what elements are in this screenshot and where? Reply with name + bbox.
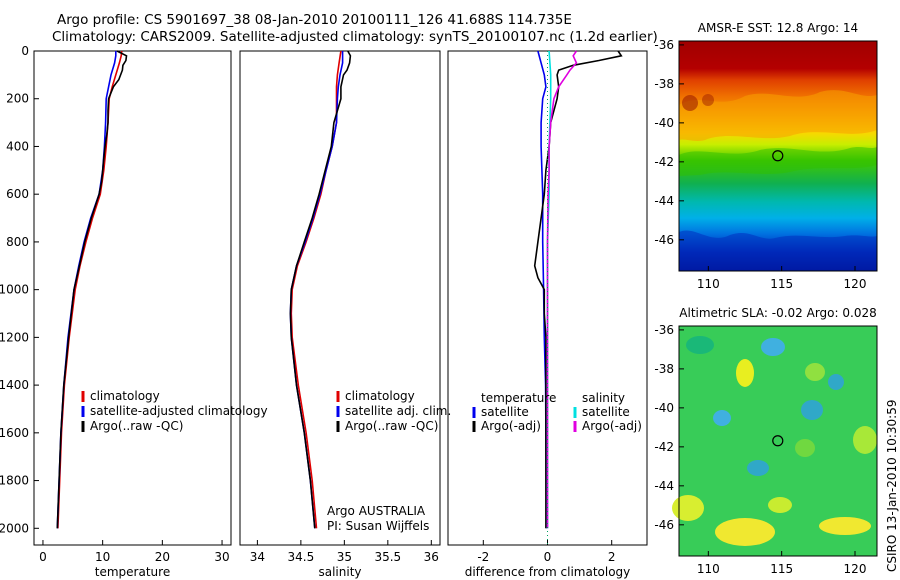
sst-map-xtick-label-1: 115 — [770, 277, 793, 291]
temperature-ytick-label-4: 800 — [6, 235, 29, 249]
difference-legend-sal-label-1: Argo(-adj) — [582, 419, 642, 433]
sst-map-frame — [678, 40, 878, 272]
temperature-xtick-label-2: 20 — [155, 550, 170, 564]
sst-map-xtick-label-2: 120 — [844, 277, 867, 291]
salinity-line-0 — [290, 50, 342, 529]
sla-map-xtick-label-1: 115 — [770, 562, 793, 576]
salinity-annotation-line2: PI: Susan Wijffels — [327, 519, 429, 533]
salinity-xtick-label-3: 35.5 — [374, 550, 401, 564]
temperature-ytick-label-6: 1200 — [0, 330, 29, 344]
temperature-ytick-label-10: 2000 — [0, 521, 29, 535]
salinity-legend-label-2: Argo(..raw -QC) — [345, 419, 438, 433]
salinity-xtick-label-4: 36 — [424, 550, 439, 564]
sst-map-ytick-label-2: -40 — [654, 116, 674, 130]
temperature-line-2 — [56, 50, 128, 529]
sla-map-frame — [678, 325, 878, 557]
sst-map-ytick-label-0: -36 — [654, 38, 674, 52]
sla-map-argo-marker — [772, 435, 784, 447]
temperature-xlabel: temperature — [95, 565, 170, 579]
sla-map-title: Altimetric SLA: -0.02 Argo: 0.028 — [679, 306, 876, 320]
temperature-xtick-label-0: 0 — [39, 550, 47, 564]
temperature-ytick-label-0: 0 — [21, 44, 29, 58]
sst-map — [679, 41, 877, 271]
temperature-ytick-label-2: 400 — [6, 139, 29, 153]
temperature-ytick-label-3: 600 — [6, 187, 29, 201]
sla-map-ytick-label-0: -36 — [654, 323, 674, 337]
sst-map-argo-marker — [772, 150, 784, 162]
timestamp-label: CSIRO 13-Jan-2010 10:30:59 — [885, 399, 899, 572]
salinity-annotation-line1: Argo AUSTRALIA — [327, 504, 426, 518]
temperature-panel — [33, 50, 232, 546]
sst-map-ytick-label-5: -46 — [654, 233, 674, 247]
temperature-xtick-label-1: 10 — [95, 550, 110, 564]
temperature-ytick-label-9: 1800 — [0, 474, 29, 488]
sst-map-ytick-label-3: -42 — [654, 155, 674, 169]
salinity-xtick-label-2: 35 — [337, 550, 352, 564]
salinity-xtick-label-1: 34.5 — [288, 550, 315, 564]
temperature-ytick-label-5: 1000 — [0, 283, 29, 297]
difference-legend-sal-title: salinity — [582, 391, 625, 405]
sst-map-title: AMSR-E SST: 12.8 Argo: 14 — [698, 21, 858, 35]
sst-map-ytick-label-4: -44 — [654, 194, 674, 208]
sla-map-ytick-label-1: -38 — [654, 362, 674, 376]
difference-legend-temp-label-0: satellite — [481, 405, 529, 419]
sla-map-ytick-label-5: -46 — [654, 518, 674, 532]
temperature-xtick-label-3: 30 — [214, 550, 229, 564]
salinity-xlabel: salinity — [318, 565, 361, 579]
difference-xtick-label-1: 0 — [544, 550, 552, 564]
difference-line-3 — [546, 50, 578, 529]
salinity-legend-label-0: climatology — [345, 389, 415, 403]
difference-xtick-label-0: -2 — [477, 550, 489, 564]
sst-map-xtick-label-0: 110 — [697, 277, 720, 291]
difference-xtick-label-2: 2 — [608, 550, 616, 564]
temperature-ytick-label-1: 200 — [6, 92, 29, 106]
figure-title-line1: Argo profile: CS 5901697_38 08-Jan-2010 … — [57, 12, 572, 28]
sla-map-ytick-label-2: -40 — [654, 401, 674, 415]
sla-map-xtick-label-2: 120 — [844, 562, 867, 576]
temperature-ytick-label-8: 1600 — [0, 426, 29, 440]
temperature-ytick-label-7: 1400 — [0, 378, 29, 392]
figure-title-line2: Climatology: CARS2009. Satellite-adjuste… — [52, 29, 658, 45]
difference-line-1 — [533, 50, 623, 529]
sla-map-xtick-label-0: 110 — [697, 562, 720, 576]
difference-legend-temp-label-1: Argo(-adj) — [481, 419, 541, 433]
difference-xlabel: difference from climatology — [465, 565, 631, 579]
sst-map-ytick-label-1: -38 — [654, 77, 674, 91]
sla-map-ytick-label-3: -42 — [654, 440, 674, 454]
difference-legend-temp-title: temperature — [481, 391, 556, 405]
salinity-xtick-label-0: 34 — [250, 550, 265, 564]
salinity-panel — [239, 50, 441, 546]
temperature-legend-label-2: Argo(..raw -QC) — [90, 419, 183, 433]
sla-map — [672, 326, 877, 556]
sla-map-ytick-label-4: -44 — [654, 479, 674, 493]
temperature-legend-label-0: climatology — [90, 389, 160, 403]
salinity-line-2 — [289, 50, 352, 529]
difference-legend-sal-label-0: satellite — [582, 405, 630, 419]
salinity-legend-label-1: satellite adj. clim. — [345, 404, 451, 418]
temperature-legend-label-1: satellite-adjusted climatology — [90, 404, 268, 418]
